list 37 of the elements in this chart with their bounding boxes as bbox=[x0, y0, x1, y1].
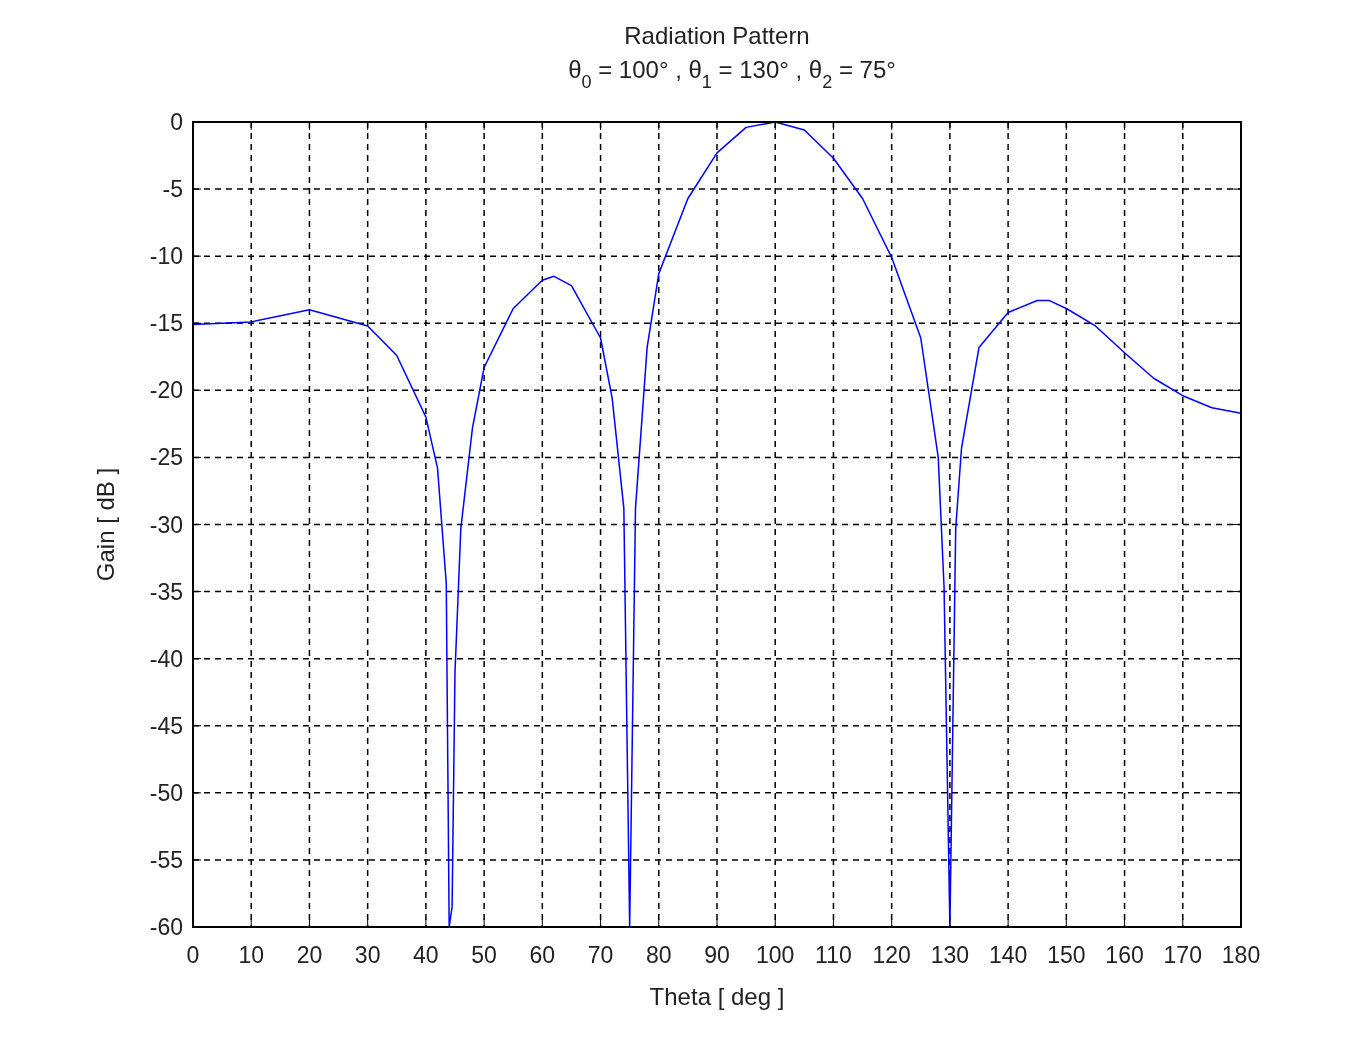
x-tick-label: 40 bbox=[413, 942, 439, 968]
x-tick-label: 180 bbox=[1221, 942, 1261, 968]
x-tick-label: 150 bbox=[1047, 942, 1086, 968]
x-tick-label: 70 bbox=[587, 942, 614, 968]
x-tick-label: 20 bbox=[296, 942, 323, 968]
y-tick-label: -10 bbox=[149, 243, 183, 270]
x-tick-label: 80 bbox=[645, 942, 672, 968]
y-tick-label: -35 bbox=[149, 578, 183, 605]
x-tick-label: 160 bbox=[1105, 942, 1144, 968]
x-tick-label: 90 bbox=[704, 942, 730, 968]
x-tick-label: 0 bbox=[186, 942, 200, 968]
x-tick-label: 50 bbox=[471, 942, 497, 968]
x-tick-label: 110 bbox=[815, 942, 852, 968]
y-tick-label: -5 bbox=[162, 176, 183, 203]
y-tick-label: -30 bbox=[149, 511, 183, 538]
y-tick-label: -15 bbox=[149, 310, 183, 337]
y-tick-label: 0 bbox=[170, 109, 183, 135]
x-tick-label: 130 bbox=[930, 942, 970, 968]
y-tick-label: -55 bbox=[149, 846, 183, 873]
y-tick-label: -25 bbox=[149, 444, 183, 471]
line-series bbox=[192, 121, 1242, 928]
y-tick-label: -50 bbox=[149, 779, 183, 806]
y-tick-label: -45 bbox=[149, 712, 183, 739]
x-tick-label: 140 bbox=[988, 942, 1028, 968]
x-tick-label: 120 bbox=[872, 942, 911, 968]
chart-subtitle: θ$_{0}$ = 100° , θ$_{1}$ = 130° , θ$_{2}$ = 75° bbox=[568, 56, 896, 92]
y-tick-label: -20 bbox=[149, 377, 183, 404]
y-axis-title: Gain [ dB ] bbox=[92, 467, 119, 582]
x-axis-title: Theta [ deg ] bbox=[649, 983, 785, 1010]
x-tick-label: 60 bbox=[529, 942, 556, 968]
x-tick-label: 30 bbox=[354, 942, 381, 968]
x-tick-label: 170 bbox=[1163, 942, 1202, 968]
y-tick-label: -40 bbox=[149, 645, 183, 672]
chart-title: Radiation Pattern bbox=[624, 22, 810, 49]
y-tick-label: -60 bbox=[149, 914, 183, 940]
x-tick-label: 100 bbox=[756, 942, 795, 968]
x-tick-label: 10 bbox=[238, 942, 265, 968]
